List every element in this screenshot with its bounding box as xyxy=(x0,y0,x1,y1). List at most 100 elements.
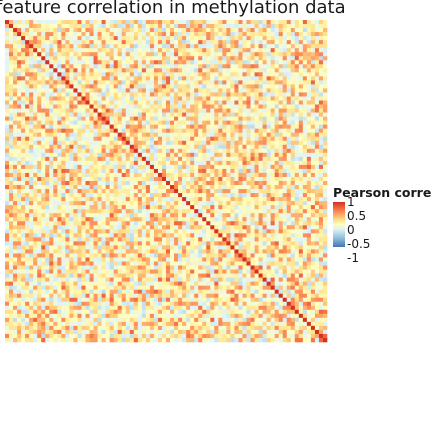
heatmap-cell xyxy=(157,193,163,198)
heatmap-cell xyxy=(137,148,143,154)
heatmap-diagonal-cell xyxy=(73,88,78,93)
heatmap-cell xyxy=(174,156,179,162)
heatmap-cell xyxy=(13,160,18,166)
heatmap-cell xyxy=(49,44,54,49)
heatmap-cell xyxy=(129,249,135,254)
heatmap-cell xyxy=(105,148,110,154)
heatmap-cell xyxy=(117,156,123,162)
heatmap-cell xyxy=(29,156,34,162)
heatmap-cell xyxy=(17,221,22,226)
heatmap-cell xyxy=(61,245,66,250)
heatmap-cell xyxy=(37,197,42,202)
heatmap-cell xyxy=(45,265,50,270)
heatmap-cell xyxy=(178,104,183,109)
heatmap-cell xyxy=(69,181,74,186)
heatmap-cell xyxy=(85,156,90,162)
heatmap-cell xyxy=(282,40,288,45)
heatmap-cell xyxy=(113,233,119,238)
heatmap-cell xyxy=(41,241,46,246)
heatmap-cell xyxy=(85,96,90,101)
heatmap-cell xyxy=(278,108,284,113)
heatmap-cell xyxy=(33,32,38,37)
heatmap-cell xyxy=(238,160,243,166)
heatmap-cell xyxy=(37,124,42,129)
heatmap-cell xyxy=(33,172,38,178)
heatmap-cell xyxy=(206,172,211,178)
heatmap-cell xyxy=(318,40,324,45)
heatmap-cell xyxy=(166,261,171,266)
heatmap-cell xyxy=(113,24,119,29)
heatmap-cell xyxy=(198,76,203,81)
heatmap-cell xyxy=(153,229,159,234)
heatmap-cell xyxy=(65,225,70,230)
heatmap-cell xyxy=(278,48,284,53)
heatmap-cell xyxy=(45,36,50,41)
heatmap-cell xyxy=(258,168,263,174)
heatmap-cell xyxy=(121,128,127,134)
heatmap-cell xyxy=(170,136,175,142)
heatmap-cell xyxy=(238,60,243,65)
heatmap-cell xyxy=(5,100,10,105)
heatmap-cell xyxy=(194,112,199,117)
heatmap-cell xyxy=(113,40,119,45)
heatmap-cell xyxy=(117,116,123,121)
heatmap-cell xyxy=(53,221,58,226)
heatmap-cell xyxy=(278,233,284,238)
heatmap-cell xyxy=(294,148,300,154)
heatmap-cell xyxy=(117,168,123,174)
heatmap-cell xyxy=(214,148,219,154)
heatmap-cell xyxy=(101,225,106,230)
heatmap-cell xyxy=(166,237,171,242)
heatmap-cell xyxy=(314,52,320,57)
heatmap-cell xyxy=(93,80,98,85)
heatmap-cell xyxy=(210,168,215,174)
heatmap-cell xyxy=(166,20,171,25)
heatmap-cell xyxy=(262,104,267,109)
heatmap-cell xyxy=(149,120,155,125)
heatmap-cell xyxy=(29,229,34,234)
heatmap-cell xyxy=(306,56,312,61)
heatmap-cell xyxy=(178,164,183,170)
heatmap-cell xyxy=(57,241,62,246)
heatmap-cell xyxy=(210,148,215,154)
heatmap-cell xyxy=(117,176,123,182)
heatmap-cell xyxy=(306,28,312,33)
heatmap-cell xyxy=(101,193,106,198)
heatmap-cell xyxy=(266,84,271,89)
heatmap-cell xyxy=(186,152,191,158)
heatmap-cell xyxy=(57,261,62,266)
heatmap-cell xyxy=(141,108,147,113)
heatmap-cell xyxy=(45,140,50,146)
heatmap-cell xyxy=(318,140,324,146)
heatmap-cell xyxy=(242,148,247,154)
heatmap-cell xyxy=(298,76,304,81)
heatmap-cell xyxy=(161,132,167,138)
heatmap-cell xyxy=(5,257,10,262)
heatmap-cell xyxy=(65,257,70,262)
heatmap-cell xyxy=(262,233,267,238)
heatmap-cell xyxy=(121,221,127,226)
heatmap-cell xyxy=(322,128,328,134)
heatmap-cell xyxy=(133,209,139,214)
heatmap-cell xyxy=(133,44,139,49)
heatmap-cell xyxy=(13,225,18,230)
heatmap-cell xyxy=(222,229,227,234)
heatmap-cell xyxy=(178,136,183,142)
heatmap-cell xyxy=(49,40,54,45)
heatmap-cell xyxy=(81,229,86,234)
heatmap-cell xyxy=(314,229,320,234)
heatmap-cell xyxy=(33,152,38,158)
heatmap-cell xyxy=(170,104,175,109)
heatmap-cell xyxy=(25,233,30,238)
heatmap-cell xyxy=(49,24,54,29)
heatmap-cell xyxy=(254,229,259,234)
heatmap-cell xyxy=(318,72,324,77)
heatmap-cell xyxy=(117,160,123,166)
heatmap-cell xyxy=(258,229,263,234)
heatmap-cell xyxy=(109,241,114,246)
heatmap-cell xyxy=(105,164,110,170)
heatmap-cell xyxy=(238,261,243,266)
heatmap-cell xyxy=(49,92,54,97)
heatmap-cell xyxy=(149,132,155,138)
heatmap-cell xyxy=(242,36,247,41)
